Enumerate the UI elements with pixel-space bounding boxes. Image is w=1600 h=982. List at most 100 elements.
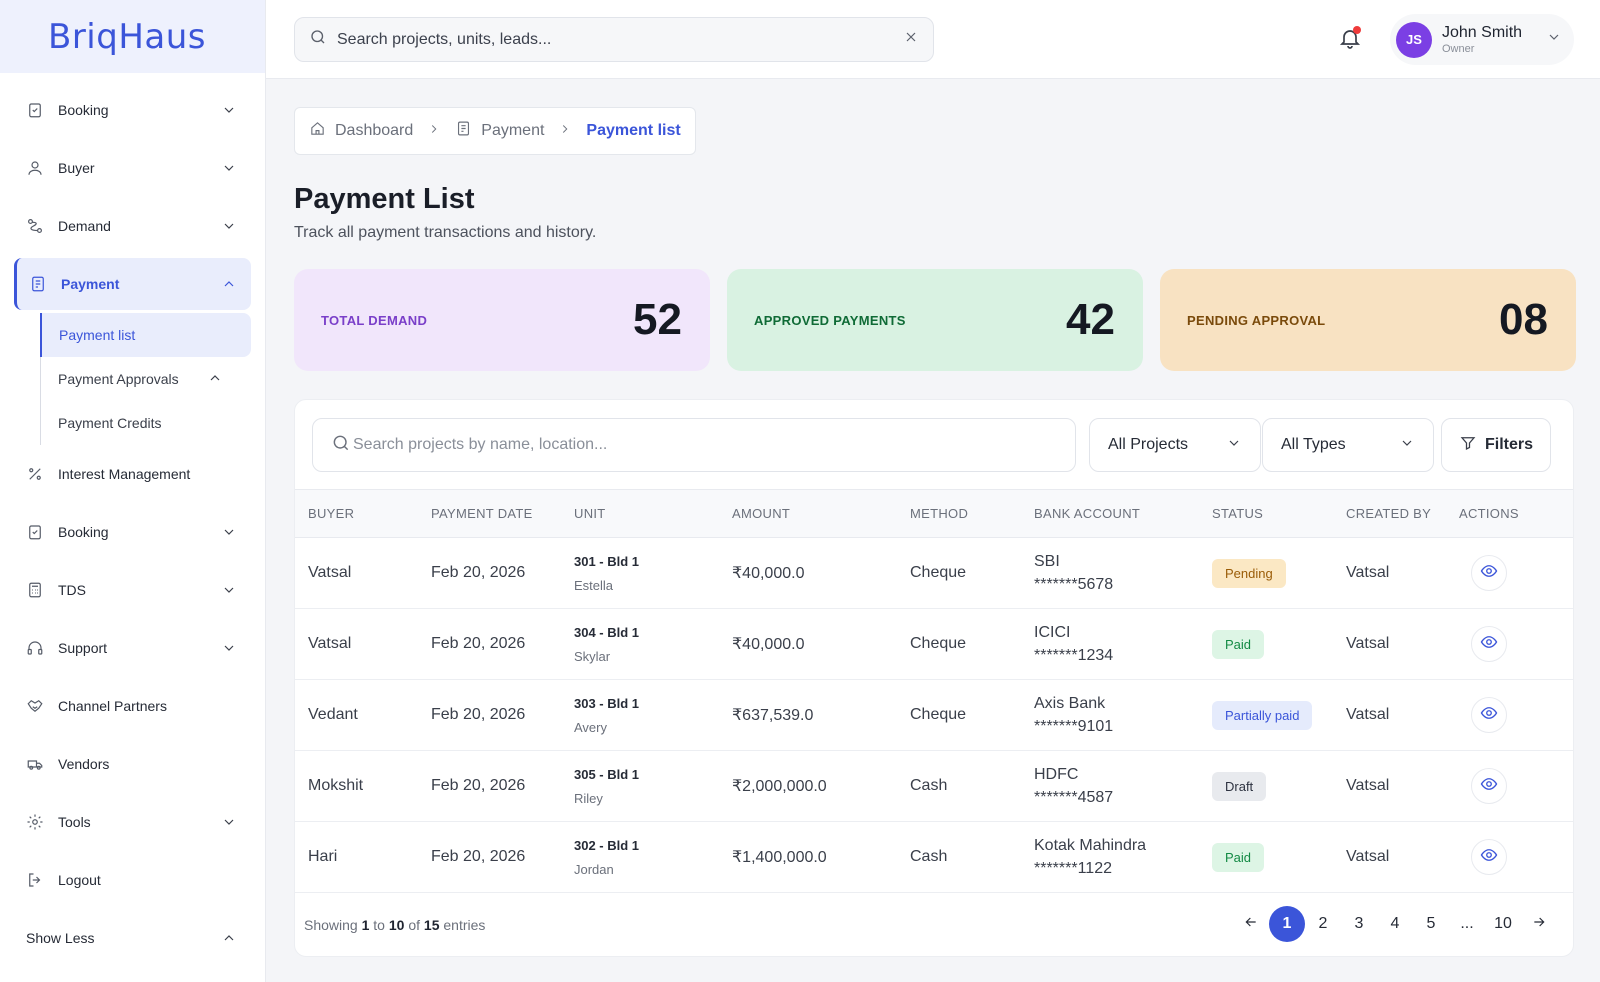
col-unit[interactable]: UNIT [574, 506, 606, 521]
cell-buyer: Vatsal [308, 564, 352, 581]
filters-button[interactable]: Filters [1441, 418, 1551, 472]
table-row[interactable]: Vedant Feb 20, 2026 303 - Bld 1 Avery ₹637,5… [295, 680, 1573, 751]
arrow-right-icon [1531, 914, 1547, 935]
view-button[interactable] [1471, 555, 1507, 591]
table-row[interactable]: Hari Feb 20, 2026 302 - Bld 1 Jordan ₹1,400,… [295, 822, 1573, 893]
stat-pending-approval: PENDING APPROVAL 08 [1160, 269, 1576, 371]
chevron-down-icon [1546, 29, 1574, 50]
cell-method: Cash [910, 848, 948, 865]
sidebar-item-booking-2[interactable]: Booking [0, 503, 265, 561]
cell-buyer: Mokshit [308, 777, 364, 794]
sidebar-item-vendors[interactable]: Vendors [0, 735, 265, 793]
app-logo[interactable]: BriqHaus [48, 16, 206, 57]
chevron-up-icon [207, 370, 223, 389]
chevron-down-icon [221, 582, 237, 598]
cell-status: Paid [1212, 822, 1346, 893]
stat-label: PENDING APPROVAL [1187, 312, 1326, 328]
table-search-input[interactable] [353, 436, 1057, 454]
page-ellipsis: ... [1460, 915, 1474, 932]
table-row[interactable]: Vatsal Feb 20, 2026 301 - Bld 1 Estella ₹40,… [295, 538, 1573, 609]
bank-account-number: *******1122 [1034, 859, 1112, 877]
page-button[interactable]: 3 [1354, 915, 1364, 932]
global-search-input[interactable] [337, 30, 903, 49]
unit-name: Jordan [574, 861, 614, 877]
subnav-payment-credits[interactable]: Payment Credits [41, 401, 251, 445]
sidebar-item-channel-partners[interactable]: Channel Partners [0, 677, 265, 735]
sidebar-item-booking[interactable]: Booking [0, 81, 265, 139]
col-bank-account[interactable]: BANK ACCOUNT [1034, 506, 1141, 521]
sidebar-item-tools[interactable]: Tools [0, 793, 265, 851]
pagination: 1 2 3 4 5 ... 10 [1233, 906, 1557, 942]
breadcrumb-dashboard[interactable]: Dashboard [335, 122, 414, 139]
notifications-button[interactable] [1338, 26, 1362, 52]
subnav-label: Payment list [59, 327, 136, 343]
bank-name: HDFC [1034, 765, 1079, 783]
col-buyer[interactable]: BUYER [308, 506, 355, 521]
project-select[interactable]: All Projects [1089, 418, 1261, 472]
breadcrumb-payment[interactable]: Payment [481, 122, 545, 139]
col-created-by[interactable]: CREATED BY [1346, 506, 1432, 521]
table-row[interactable]: Vatsal Feb 20, 2026 304 - Bld 1 Skylar ₹40,0… [295, 609, 1573, 680]
of-word: of [408, 917, 421, 933]
page-button[interactable]: 10 [1494, 915, 1512, 932]
sidebar-item-demand[interactable]: Demand [0, 197, 265, 255]
bank-name: Axis Bank [1034, 694, 1106, 712]
sidebar-item-payment[interactable]: Payment [14, 258, 251, 310]
cell-status: Partially paid [1212, 680, 1346, 751]
sidebar-item-buyer[interactable]: Buyer [0, 139, 265, 197]
eye-icon [1480, 846, 1498, 869]
sidebar-item-logout[interactable]: Logout [0, 851, 265, 909]
prev-page-button[interactable] [1233, 906, 1269, 942]
sidebar-item-label: Demand [58, 218, 111, 234]
breadcrumb: Dashboard Payment Payment list [294, 107, 696, 155]
user-name: John Smith [1442, 24, 1523, 41]
next-page-button[interactable] [1521, 906, 1557, 942]
calculator-icon [26, 581, 44, 599]
cell-bank-account: HDFC *******4587 [1034, 751, 1212, 822]
sidebar-item-support[interactable]: Support [0, 619, 265, 677]
unit-name: Avery [574, 719, 607, 735]
page-button[interactable]: 4 [1390, 915, 1400, 932]
sidebar-item-interest-management[interactable]: Interest Management [0, 445, 265, 503]
status-badge: Paid [1212, 842, 1265, 872]
view-button[interactable] [1471, 697, 1507, 733]
unit-code: 302 - Bld 1 [574, 837, 640, 853]
clear-search-icon[interactable] [903, 29, 919, 50]
unit-name: Riley [574, 790, 603, 806]
stat-value: 08 [1499, 295, 1548, 344]
sidebar-item-label: Interest Management [58, 466, 191, 482]
page-button[interactable]: 1 [1269, 906, 1305, 942]
bank-account-number: *******4587 [1034, 788, 1114, 806]
page-button[interactable]: 5 [1426, 915, 1436, 932]
col-status[interactable]: STATUS [1212, 506, 1264, 521]
cell-method: Cheque [910, 564, 967, 581]
page-title: Payment List [294, 183, 475, 215]
page-button[interactable]: 2 [1318, 915, 1328, 932]
col-payment-date[interactable]: PAYMENT DATE [431, 506, 533, 521]
cell-payment-date: Feb 20, 2026 [431, 777, 526, 794]
type-select[interactable]: All Types [1262, 418, 1434, 472]
sidebar-item-tds[interactable]: TDS [0, 561, 265, 619]
stat-total-demand: TOTAL DEMAND 52 [294, 269, 710, 371]
sidebar-item-label: Logout [58, 872, 101, 888]
status-badge: Pending [1212, 558, 1286, 588]
view-button[interactable] [1471, 839, 1507, 875]
clipboard-check-icon [26, 101, 44, 119]
receipt-icon [29, 275, 47, 293]
user-menu[interactable]: JS John Smith Owner [1390, 14, 1574, 65]
gear-icon [26, 813, 44, 831]
cell-actions [1459, 751, 1573, 822]
logo-area: BriqHaus [0, 0, 265, 73]
table-row[interactable]: Mokshit Feb 20, 2026 305 - Bld 1 Riley ₹2,00… [295, 751, 1573, 822]
col-amount[interactable]: AMOUNT [732, 506, 791, 521]
show-less-toggle[interactable]: Show Less [0, 909, 265, 967]
route-icon [26, 217, 44, 235]
col-method[interactable]: METHOD [910, 506, 969, 521]
view-button[interactable] [1471, 768, 1507, 804]
subnav-payment-list[interactable]: Payment list [40, 313, 251, 357]
global-search [294, 17, 934, 62]
cell-bank-account: Axis Bank *******9101 [1034, 680, 1212, 751]
subnav-payment-approvals[interactable]: Payment Approvals [41, 357, 251, 401]
range-from: 1 [361, 917, 370, 933]
view-button[interactable] [1471, 626, 1507, 662]
